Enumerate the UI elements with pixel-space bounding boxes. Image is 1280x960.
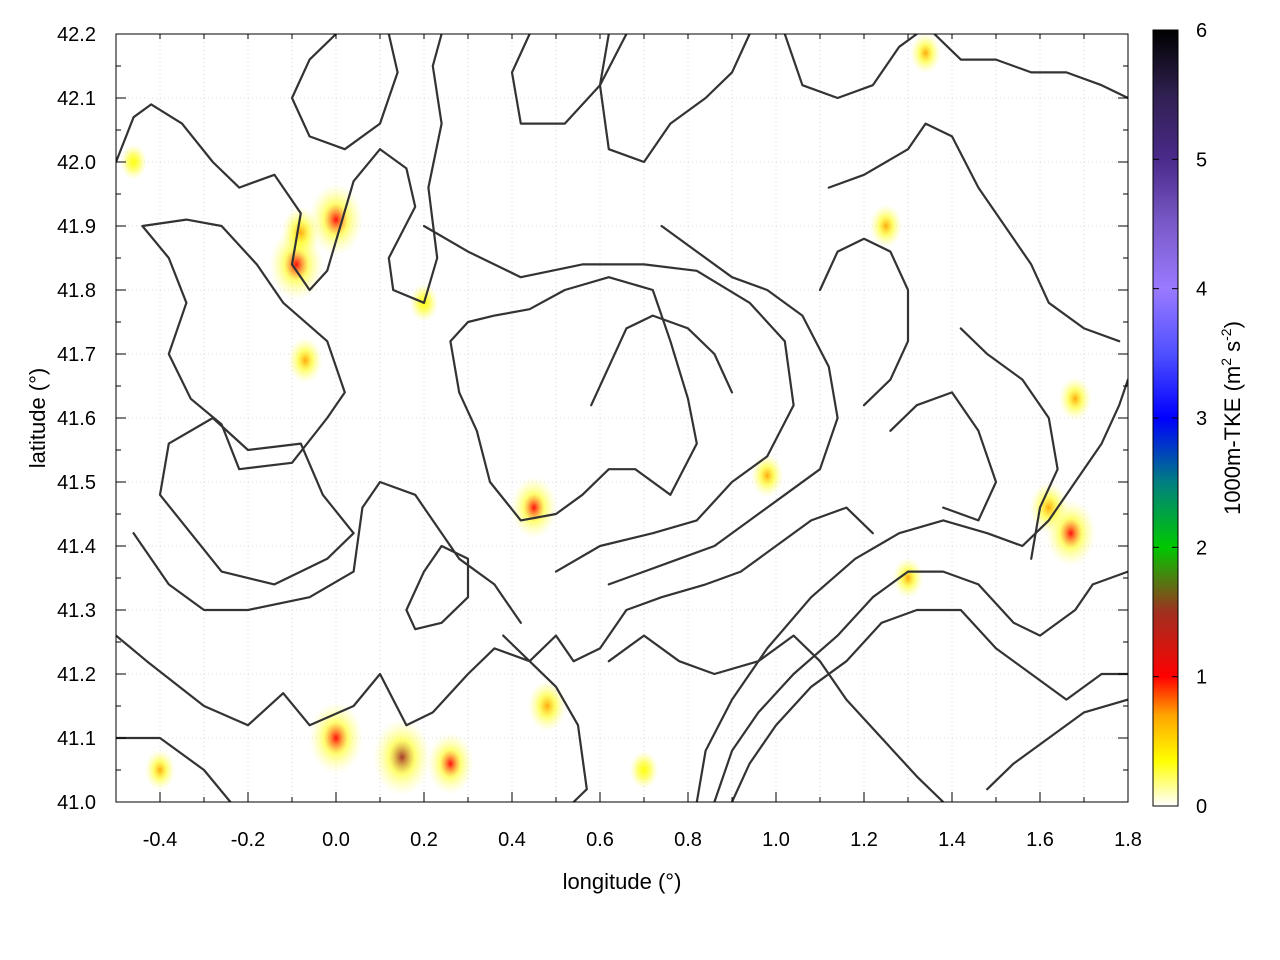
contour-line <box>598 34 751 164</box>
x-axis-label: longitude (°) <box>563 869 682 894</box>
x-tick-label: 1.8 <box>1114 829 1142 851</box>
y-tick-label: 41.8 <box>57 280 96 302</box>
x-tick-label: 0.8 <box>674 829 702 851</box>
tke-hotspot <box>1058 377 1092 421</box>
contour-line <box>986 698 1128 791</box>
contour-line <box>502 506 874 663</box>
tke-hotspot <box>144 749 176 791</box>
tke-hotspot <box>528 680 567 732</box>
colorbar-tick-label: 1 <box>1196 667 1207 689</box>
y-tick-label: 41.5 <box>57 472 96 494</box>
y-tick-label: 41.6 <box>57 408 96 430</box>
colorbar-label-sup2: -2 <box>1218 328 1234 341</box>
colorbar-tick-label: 6 <box>1196 20 1207 42</box>
tke-hotspot <box>120 144 147 180</box>
contour-line <box>590 314 734 407</box>
contour-line <box>290 34 399 151</box>
contour-line <box>116 736 232 802</box>
contour-line <box>116 34 443 304</box>
colorbar-label-sup1: 2 <box>1218 358 1234 366</box>
x-tick-label: 1.4 <box>938 829 966 851</box>
tke-hotspot <box>373 718 431 796</box>
y-axis-label: latitude (°) <box>25 368 50 469</box>
contour-line <box>405 544 470 631</box>
x-tick-label: 1.6 <box>1026 829 1054 851</box>
contour-line <box>889 391 998 522</box>
contour-line <box>116 634 588 802</box>
contour-line <box>827 122 1121 343</box>
colorbar-label-mid: s <box>1220 341 1245 358</box>
contour-line <box>449 276 698 522</box>
x-tick-label: 1.0 <box>762 829 790 851</box>
tke-hotspot <box>427 732 474 795</box>
tke-hotspot <box>892 557 924 599</box>
contour-line <box>933 34 1128 100</box>
tke-hotspot <box>629 750 659 790</box>
colorbar-ticks: 0 1 2 3 4 5 6 <box>1153 20 1207 818</box>
contour-line <box>959 327 1059 560</box>
y-tick-label: 41.2 <box>57 664 96 686</box>
x-tick-label: 0.4 <box>498 829 526 851</box>
y-tick-label: 41.9 <box>57 216 96 238</box>
x-tick-label: -0.4 <box>143 829 177 851</box>
contour-line <box>607 634 945 802</box>
tke-hotspot <box>287 337 323 384</box>
x-tick-label: 0.2 <box>410 829 438 851</box>
contour-line <box>783 34 918 100</box>
contour-line <box>132 480 522 624</box>
x-tick-label: 1.2 <box>850 829 878 851</box>
colorbar-label-main: 1000m-TKE (m <box>1220 366 1245 515</box>
contour-line <box>158 416 355 586</box>
contour-line <box>510 34 628 125</box>
x-axis: -0.4 -0.2 0.0 0.2 0.4 0.6 0.8 1.0 1.2 1.4 1.6 1.8 <box>115 34 1142 851</box>
x-tick-label: -0.2 <box>231 829 265 851</box>
colorbar-label-end: ) <box>1220 321 1245 328</box>
colorbar-tick-label: 0 <box>1196 796 1207 818</box>
contour-line <box>607 224 839 586</box>
contour-line <box>818 237 910 407</box>
colorbar-tick-label: 3 <box>1196 408 1207 430</box>
tke-hotspot <box>1029 482 1069 534</box>
contour-line <box>422 224 795 573</box>
colorbar-tick-label: 5 <box>1196 149 1207 171</box>
colorbar-tick-label: 4 <box>1196 279 1207 301</box>
y-tick-label: 42.1 <box>57 88 96 110</box>
tke-hotspot <box>910 34 941 74</box>
y-tick-label: 41.3 <box>57 600 96 622</box>
tke-hotspot <box>309 183 363 256</box>
contour-line <box>141 218 346 471</box>
x-tick-label: 0.0 <box>322 829 350 851</box>
y-tick-label: 41.0 <box>57 792 96 814</box>
tke-hotspot <box>510 476 558 539</box>
x-tick-label: 0.6 <box>586 829 614 851</box>
tke-hotspot <box>281 206 320 258</box>
colorbar-label: 1000m-TKE (m2 s-2) <box>1218 321 1245 515</box>
colorbar-tick-label: 2 <box>1196 537 1207 559</box>
terrain-contours <box>116 34 1128 802</box>
tke-hotspot <box>869 204 903 248</box>
contour-line <box>730 608 1128 802</box>
tke-hotspot <box>750 453 784 498</box>
y-tick-label: 42.2 <box>57 24 96 46</box>
y-tick-label: 42.0 <box>57 152 96 174</box>
y-axis: 41.0 41.1 41.2 41.3 41.4 41.5 41.6 41.7 41.8 41.9… <box>57 24 1128 814</box>
y-tick-label: 41.1 <box>57 728 96 750</box>
contour-line <box>695 378 1128 802</box>
contour-line <box>713 570 1128 802</box>
y-tick-label: 41.7 <box>57 344 96 366</box>
y-tick-label: 41.4 <box>57 536 96 558</box>
